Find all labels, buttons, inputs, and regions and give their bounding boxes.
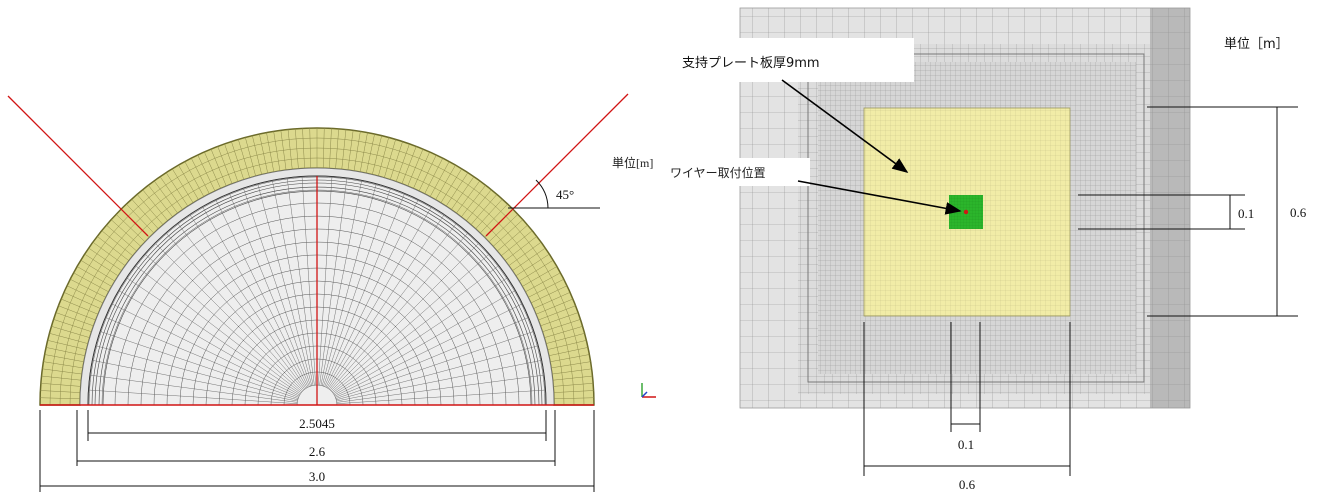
plate-mesh-diagram: 支持プレート板厚9mm ワイヤー取付位置 単位［m］ 0.6 0.1 0.1 0… [668, 7, 1307, 492]
dimension-lines-right [863, 106, 1298, 476]
dimension-label-2-5045: 2.5045 [299, 416, 335, 431]
wire-callout-arrow [797, 180, 962, 215]
dimension-label-2-6: 2.6 [309, 444, 326, 459]
wire-callout-box [668, 158, 810, 186]
plate-callout-box [674, 38, 914, 82]
dimension-label-0-6-vertical: 0.6 [1290, 205, 1307, 220]
wire-callout-label: ワイヤー取付位置 [670, 165, 766, 180]
left-unit-label: 単位[m] [612, 155, 653, 170]
wire-attachment-point [963, 209, 969, 215]
plate-callout-arrow [781, 79, 909, 173]
dimension-label-0-1-vertical: 0.1 [1238, 206, 1254, 221]
outer-ring-mesh [40, 128, 594, 406]
axis-triad-icon [641, 383, 656, 398]
angle-label: 45° [556, 187, 574, 202]
diagonal-red-line-right [485, 93, 629, 237]
diagonal-red-line-left [7, 95, 149, 237]
plate-callout-label: 支持プレート板厚9mm [682, 56, 820, 71]
angle-arc [535, 179, 549, 209]
dimension-label-3-0: 3.0 [309, 469, 325, 484]
cross-section-diagram: 45° 単位[m] 2.5045 2.6 3.0 [7, 93, 656, 492]
right-unit-label: 単位［m］ [1224, 36, 1289, 52]
dimension-lines-left [39, 410, 595, 492]
dimension-label-0-1-horizontal: 0.1 [958, 437, 974, 452]
dimension-label-0-6-horizontal: 0.6 [959, 477, 976, 492]
